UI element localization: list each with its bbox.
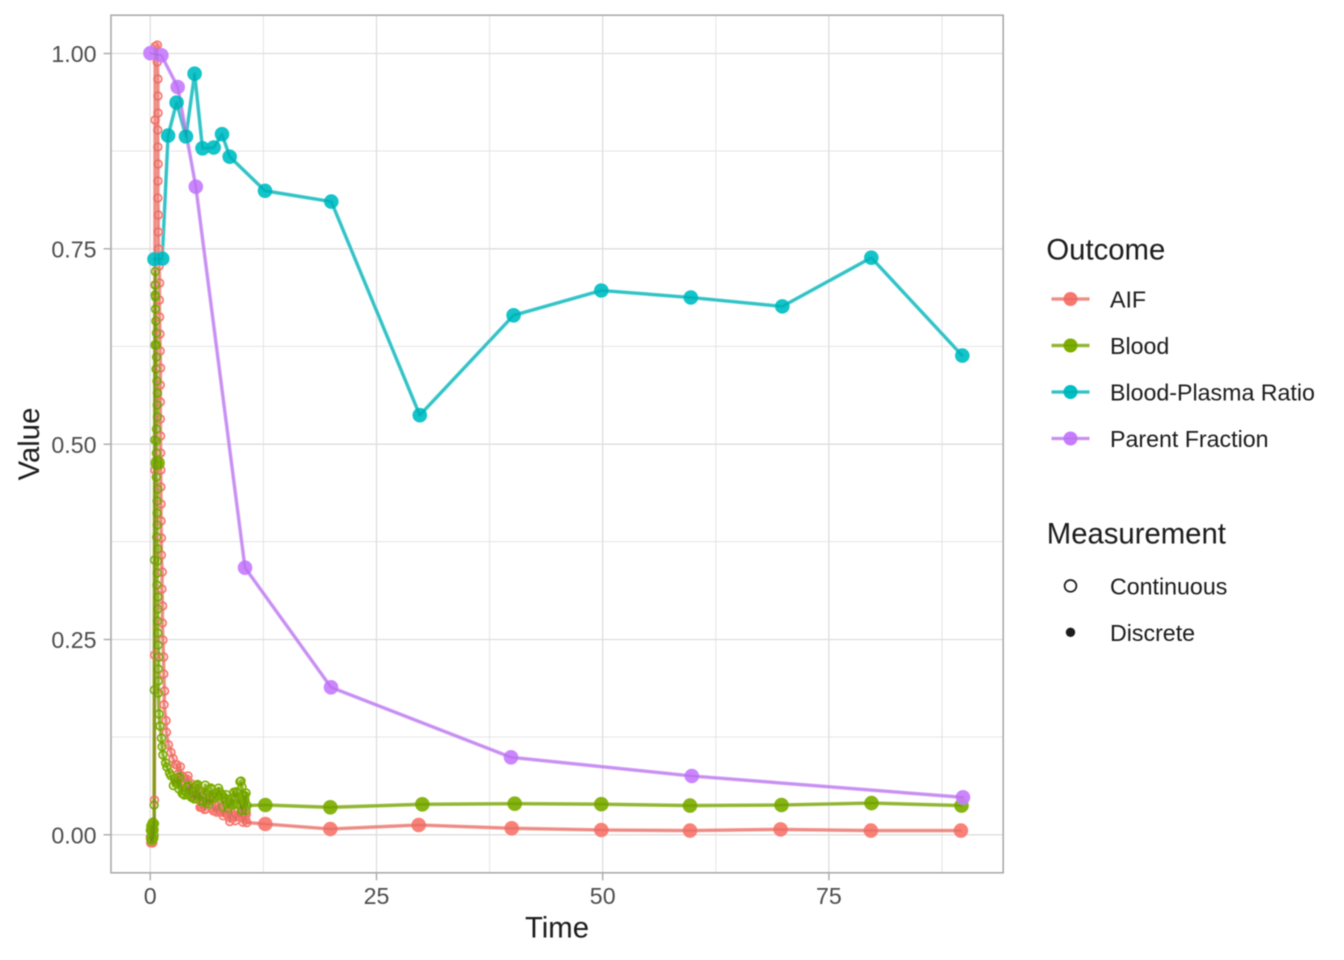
svg-text:Value: Value [13,408,46,481]
svg-text:0.50: 0.50 [51,432,96,458]
svg-text:Blood: Blood [1110,333,1169,359]
svg-text:50: 50 [590,883,616,909]
svg-text:Measurement: Measurement [1047,518,1226,551]
svg-text:Outcome: Outcome [1046,234,1165,267]
svg-text:AIF: AIF [1110,287,1146,313]
svg-text:Discrete: Discrete [1110,620,1195,646]
svg-text:Blood-Plasma Ratio: Blood-Plasma Ratio [1110,380,1315,406]
svg-text:0: 0 [144,883,157,909]
svg-text:0.00: 0.00 [51,822,96,848]
svg-text:Time: Time [525,912,589,945]
svg-text:75: 75 [816,883,842,909]
svg-text:0.25: 0.25 [51,627,96,653]
svg-text:25: 25 [364,883,390,909]
svg-text:0.75: 0.75 [51,236,96,262]
svg-text:Parent Fraction: Parent Fraction [1110,426,1269,452]
svg-text:Continuous: Continuous [1110,574,1227,600]
svg-text:1.00: 1.00 [51,41,96,67]
